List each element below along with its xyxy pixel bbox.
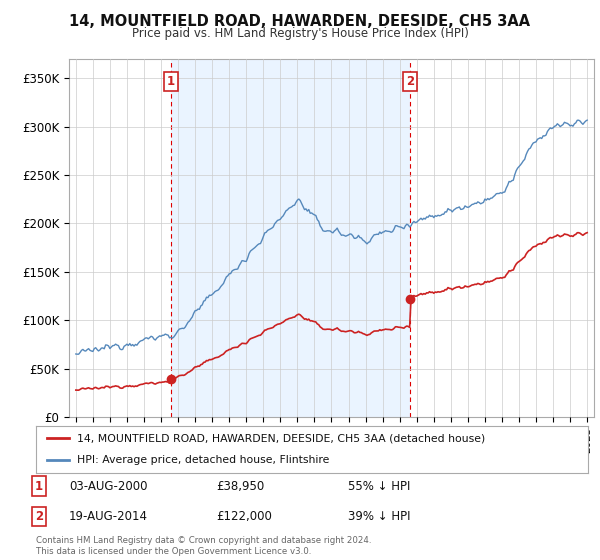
Bar [171, 59, 410, 417]
Text: 2: 2 [406, 75, 415, 88]
Text: £122,000: £122,000 [216, 510, 272, 523]
Text: 03-AUG-2000: 03-AUG-2000 [69, 479, 148, 493]
Text: 39% ↓ HPI: 39% ↓ HPI [348, 510, 410, 523]
Text: Contains HM Land Registry data © Crown copyright and database right 2024.
This d: Contains HM Land Registry data © Crown c… [36, 536, 371, 556]
Text: 55% ↓ HPI: 55% ↓ HPI [348, 479, 410, 493]
Text: Price paid vs. HM Land Registry's House Price Index (HPI): Price paid vs. HM Land Registry's House … [131, 27, 469, 40]
Text: 14, MOUNTFIELD ROAD, HAWARDEN, DEESIDE, CH5 3AA (detached house): 14, MOUNTFIELD ROAD, HAWARDEN, DEESIDE, … [77, 433, 485, 444]
Text: £38,950: £38,950 [216, 479, 264, 493]
Text: 14, MOUNTFIELD ROAD, HAWARDEN, DEESIDE, CH5 3AA: 14, MOUNTFIELD ROAD, HAWARDEN, DEESIDE, … [70, 14, 530, 29]
Text: 2: 2 [35, 510, 43, 523]
Text: HPI: Average price, detached house, Flintshire: HPI: Average price, detached house, Flin… [77, 455, 330, 465]
Text: 19-AUG-2014: 19-AUG-2014 [69, 510, 148, 523]
Text: 1: 1 [35, 479, 43, 493]
Text: 1: 1 [167, 75, 175, 88]
